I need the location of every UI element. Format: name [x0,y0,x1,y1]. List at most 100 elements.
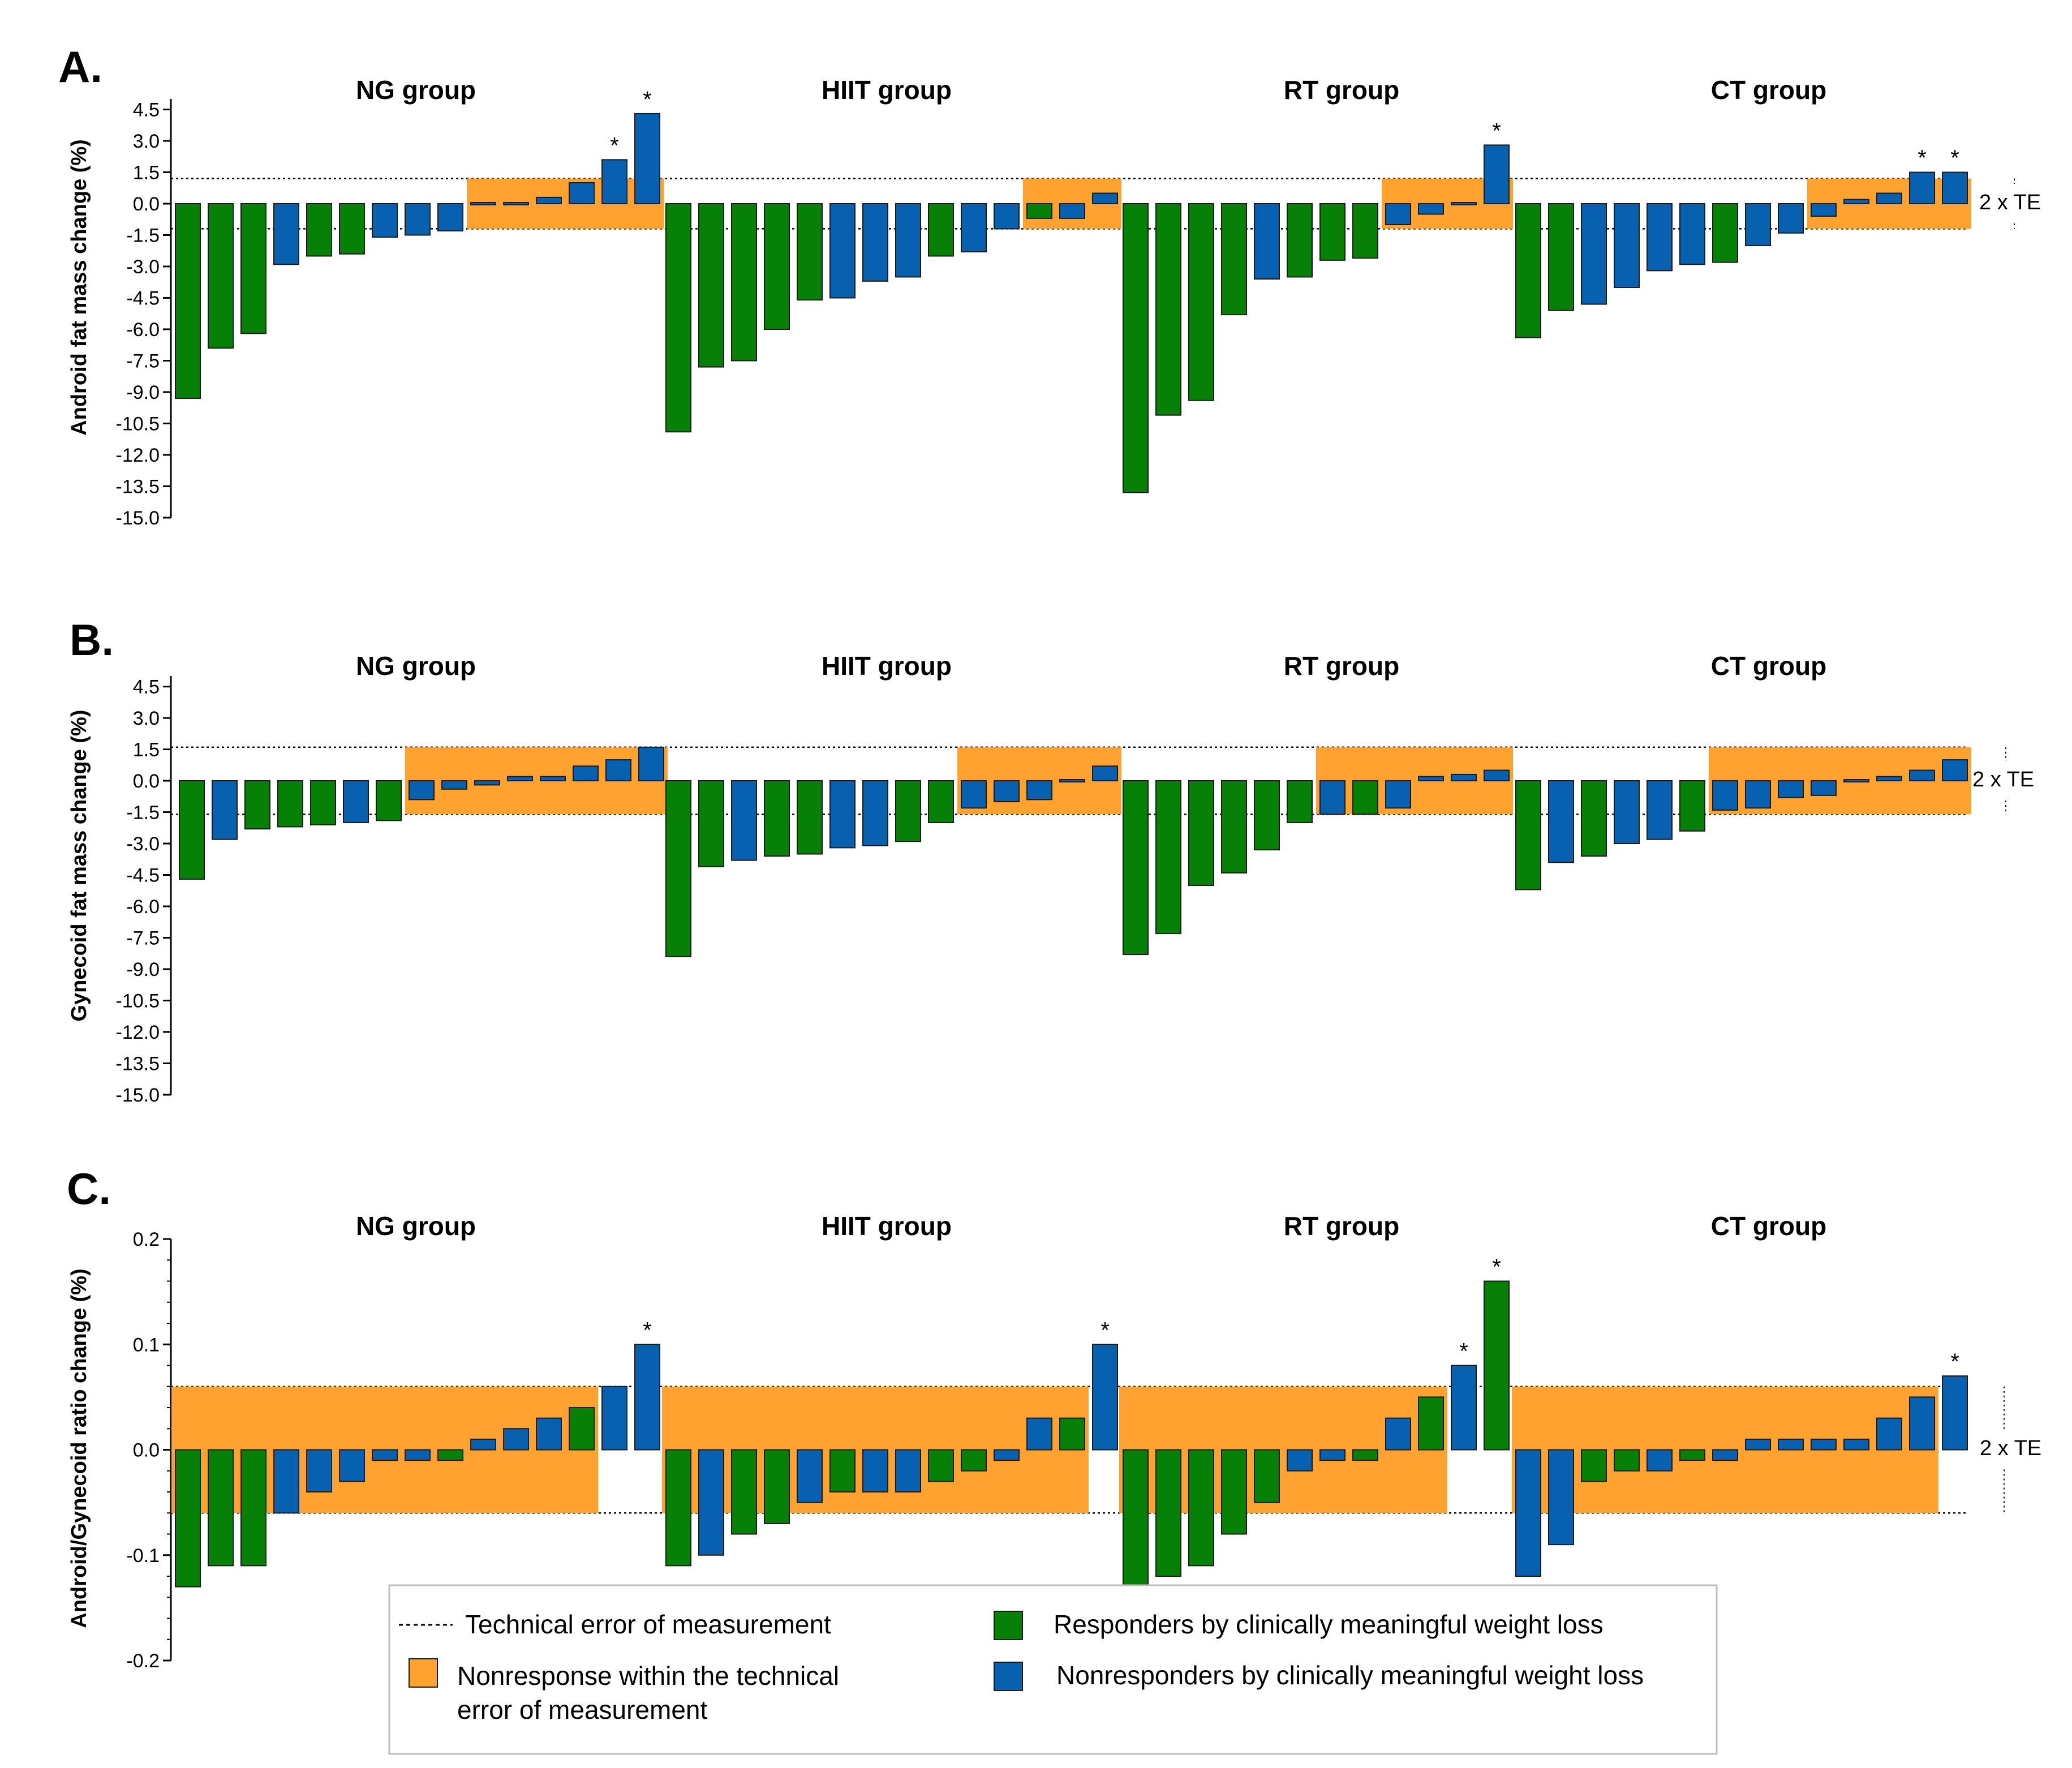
bar-responder [1679,1449,1705,1461]
bar-nonresponder [1647,780,1673,840]
bar-nonresponder [273,1449,299,1514]
bar-nonresponder [1843,199,1869,205]
bar-nonresponder [503,1428,529,1451]
bar-responder [1221,780,1247,874]
y-tick-label: -3.0 [126,833,160,855]
bar-nonresponder [1942,1375,1968,1451]
group-rt: RT group [1123,651,1513,956]
bar-nonresponder [1647,203,1673,272]
group-hiit: HIIT group [665,651,1121,957]
significance-asterisk: * [1101,1318,1110,1343]
bar-nonresponder [437,203,463,232]
bar-nonresponder [1712,1449,1738,1461]
bar-responder [764,1449,790,1524]
y-tick-label: -0.2 [126,1650,160,1672]
significance-asterisk: * [643,1318,652,1343]
bar-nonresponder [1745,203,1771,246]
legend: Technical error of measurement Nonrespon… [388,1584,1718,1755]
bar-nonresponder [1484,769,1510,781]
bar-responder [339,203,365,255]
bar-nonresponder [1942,759,1968,781]
group-title: HIIT group [822,75,952,105]
y-tick-label: -7.5 [126,928,160,949]
bar-responder [1319,203,1345,261]
bar-nonresponder [1778,203,1804,234]
bar-nonresponder [1909,171,1935,204]
group-ct: CT group * [1512,1211,1968,1577]
bar-responder [175,1449,201,1588]
bar-responder [1287,780,1313,823]
bar-nonresponder [1059,203,1085,219]
bar-responder [928,1449,954,1482]
legend-nonresponse-label-2: error of measurement [457,1695,707,1724]
bar-responder [1352,780,1378,815]
bar-nonresponder [994,780,1020,802]
bar-responder [1484,1280,1510,1451]
bar-nonresponder [1418,203,1444,215]
bar-nonresponder [1876,776,1902,781]
bar-nonresponder [1418,776,1444,781]
bar-nonresponder [1287,1449,1313,1472]
bar-nonresponder [536,1417,562,1451]
bar-nonresponder [605,759,631,781]
bar-responder [1352,1449,1378,1461]
bar-nonresponder [961,203,987,253]
y-tick-label: 1.5 [133,739,160,761]
bar-responder [244,780,270,830]
bar-nonresponder [1092,192,1118,204]
bar-nonresponder [573,765,599,781]
bar-responder [731,203,757,362]
bar-nonresponder [409,780,435,801]
bar-nonresponder [470,202,496,205]
bar-responder [1287,203,1313,278]
bar-nonresponder [1614,780,1640,844]
significance-asterisk: * [1492,118,1501,143]
bar-nonresponder [731,780,757,861]
bar-responder [376,780,402,821]
bar-nonresponder [994,203,1020,230]
bar-responder [1614,1449,1640,1472]
panel-b: B. 4.5 3.0 1.5 0.0 -1.5 -3.0 -4.5 -6.0 -7.5 -9.0 -1… [67,615,2034,1106]
panel-letter: A. [58,42,102,92]
group-ng: NG group [179,651,668,880]
bar-responder [1679,780,1705,832]
bar-nonresponder [1679,203,1705,265]
panel-letter: B. [70,615,114,665]
bar-nonresponder [1319,780,1345,815]
bar-responder [1254,780,1280,851]
y-tick-label: -15.0 [116,1085,160,1106]
bar-responder [1221,1449,1247,1535]
y-tick-label: -12.0 [116,445,160,466]
bar-responder [961,1449,987,1472]
bar-nonresponder [1811,780,1837,796]
bar-responder [179,780,205,880]
bar-nonresponder [1451,773,1477,782]
group-title: CT group [1711,75,1826,105]
legend-nonresponse-swatch [409,1658,438,1688]
bar-responder [1059,1417,1085,1451]
bar-nonresponder [1092,1344,1118,1451]
bar-nonresponder [698,1449,724,1556]
legend-nonresponders-swatch [994,1662,1023,1691]
bar-responder [1155,1449,1181,1577]
panel-c: C. 0.2 0.1 0.0 -0.1 -0.2 Android/Gynecoid rati… [67,1164,2041,1672]
bar-responder [1221,203,1247,316]
bar-nonresponder [1811,1438,1837,1451]
bar-responder [1712,203,1738,263]
bar-responder [1188,1449,1214,1567]
y-tick-label: -4.5 [126,288,160,309]
bar-nonresponder [1942,171,1968,204]
y-tick-label: -9.0 [126,959,160,980]
bar-nonresponder [1515,1449,1541,1577]
y-tick-label: 0.0 [133,1440,160,1461]
bar-nonresponder [1026,1417,1052,1451]
group-hiit: HIIT group [665,75,1121,433]
bar-responder [764,203,790,330]
bar-nonresponder [1876,192,1902,204]
bar-responder [1155,203,1181,416]
y-tick-label: 1.5 [133,162,160,184]
y-tick-label: -10.5 [116,414,160,435]
nonresponse-band [1316,747,1513,815]
bar-responder [1254,1449,1280,1503]
bar-nonresponder [862,203,888,282]
